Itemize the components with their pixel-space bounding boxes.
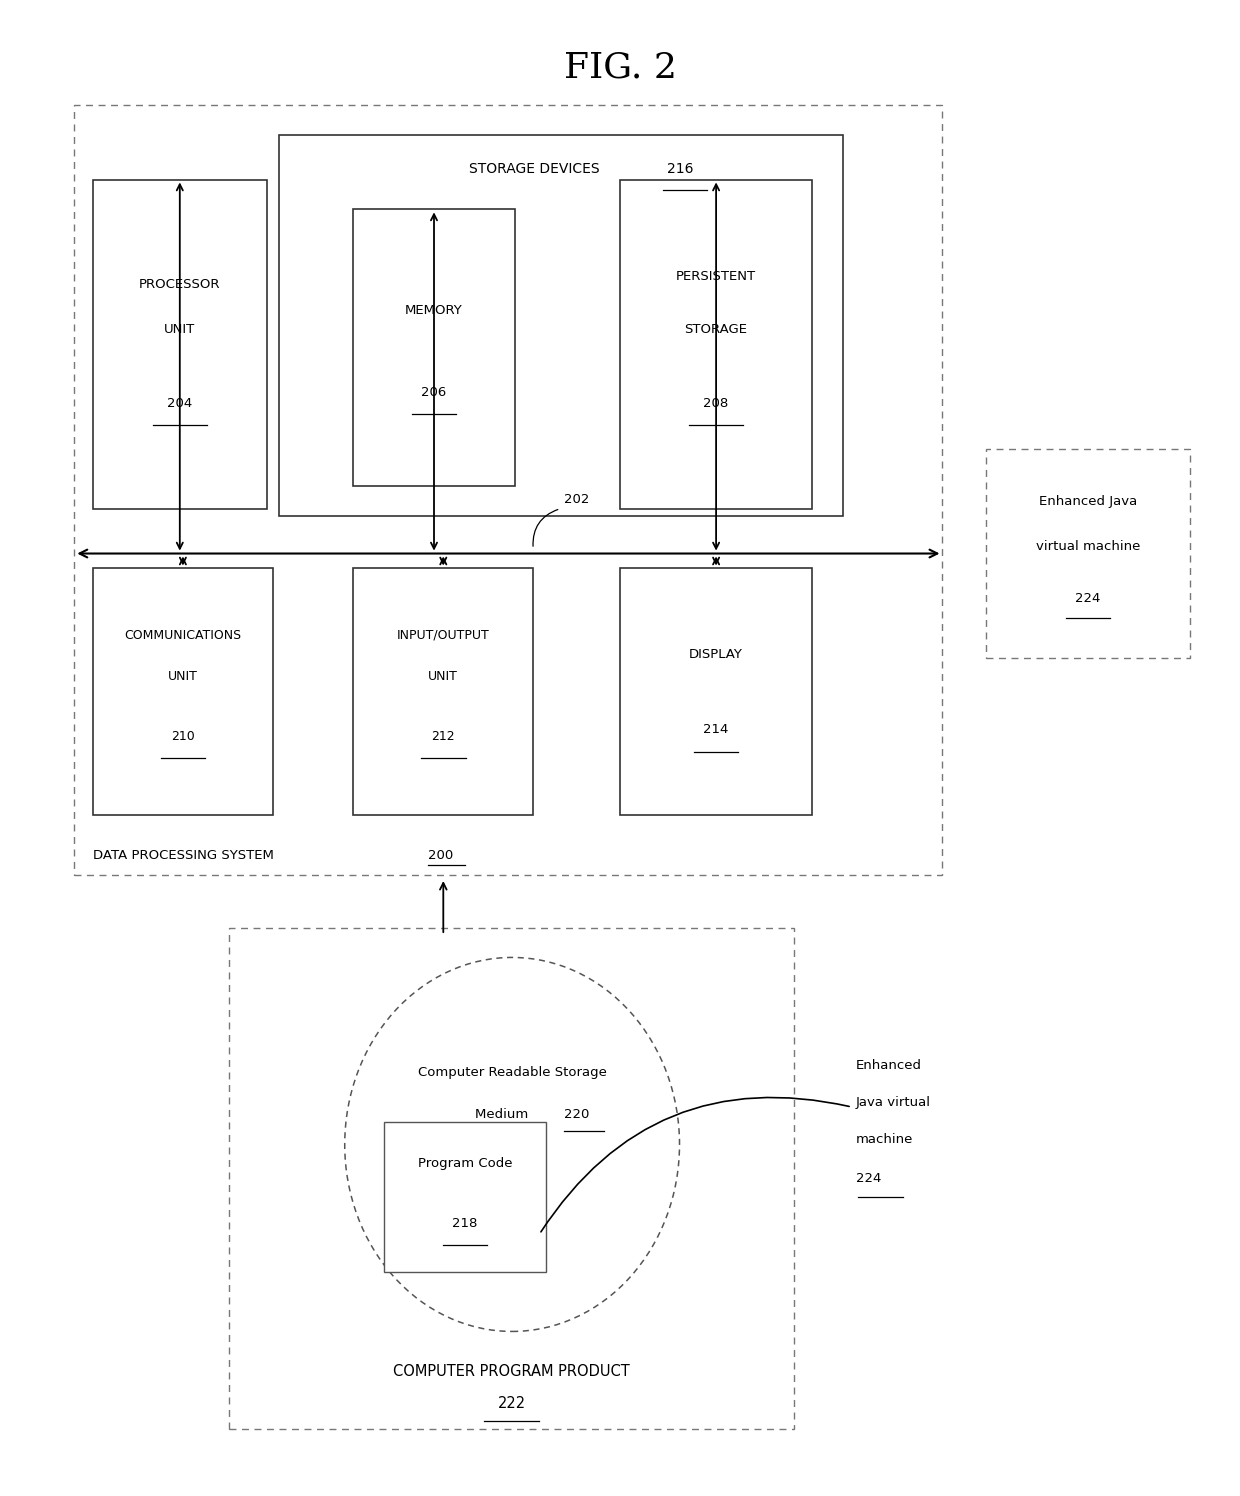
- Text: 220: 220: [564, 1109, 589, 1121]
- Text: 216: 216: [667, 162, 693, 175]
- Text: PERSISTENT: PERSISTENT: [676, 271, 756, 283]
- Text: Java virtual: Java virtual: [856, 1097, 930, 1109]
- Bar: [353, 568, 533, 815]
- Text: 208: 208: [703, 398, 729, 410]
- Text: PROCESSOR: PROCESSOR: [139, 278, 221, 290]
- Text: Medium: Medium: [475, 1109, 537, 1121]
- Text: STORAGE DEVICES: STORAGE DEVICES: [469, 162, 604, 175]
- Text: virtual machine: virtual machine: [1035, 540, 1141, 552]
- Text: UNIT: UNIT: [428, 670, 459, 684]
- Bar: [93, 180, 267, 509]
- Text: Enhanced Java: Enhanced Java: [1039, 495, 1137, 507]
- Text: machine: machine: [856, 1134, 913, 1146]
- Bar: [384, 1122, 546, 1272]
- Text: 214: 214: [703, 723, 729, 736]
- Text: MEMORY: MEMORY: [405, 304, 463, 317]
- Text: UNIT: UNIT: [167, 670, 198, 684]
- Text: Computer Readable Storage: Computer Readable Storage: [418, 1067, 606, 1079]
- Bar: [229, 928, 794, 1429]
- Text: 218: 218: [453, 1218, 477, 1230]
- Text: 222: 222: [497, 1396, 526, 1411]
- Text: 210: 210: [171, 730, 195, 744]
- Bar: [353, 209, 515, 486]
- Text: FIG. 2: FIG. 2: [563, 51, 677, 84]
- Text: Enhanced: Enhanced: [856, 1059, 921, 1071]
- Bar: [986, 449, 1190, 658]
- Text: 202: 202: [564, 492, 589, 506]
- Text: 224: 224: [856, 1173, 880, 1185]
- Text: COMPUTER PROGRAM PRODUCT: COMPUTER PROGRAM PRODUCT: [393, 1364, 630, 1379]
- Bar: [93, 568, 273, 815]
- Text: 206: 206: [422, 386, 446, 399]
- Bar: [74, 105, 942, 875]
- Text: INPUT/OUTPUT: INPUT/OUTPUT: [397, 628, 490, 642]
- Text: 224: 224: [1075, 592, 1101, 604]
- Text: 204: 204: [167, 398, 192, 410]
- Text: 200: 200: [428, 848, 453, 862]
- Bar: [620, 180, 812, 509]
- Text: STORAGE: STORAGE: [684, 323, 748, 335]
- Bar: [620, 568, 812, 815]
- Text: UNIT: UNIT: [164, 323, 196, 335]
- Text: Program Code: Program Code: [418, 1158, 512, 1170]
- Bar: [279, 135, 843, 516]
- Text: COMMUNICATIONS: COMMUNICATIONS: [124, 628, 242, 642]
- Ellipse shape: [345, 957, 680, 1331]
- Text: DISPLAY: DISPLAY: [689, 648, 743, 661]
- Text: DATA PROCESSING SYSTEM: DATA PROCESSING SYSTEM: [93, 848, 278, 862]
- Text: 212: 212: [432, 730, 455, 744]
